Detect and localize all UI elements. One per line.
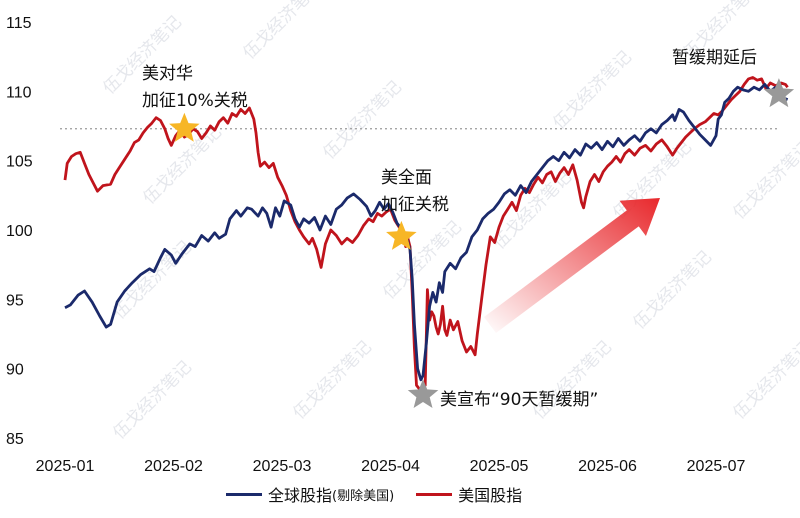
x-tick-label: 2025-06 — [578, 458, 637, 475]
y-tick-label: 110 — [6, 84, 32, 101]
annotation-label: 美全面 — [381, 168, 432, 188]
y-tick-label: 95 — [6, 292, 24, 309]
annotation-star — [169, 112, 200, 142]
trend-arrow-layer — [484, 198, 660, 334]
watermark-text: 伍戈经济笔记 — [109, 357, 195, 443]
series-line-global — [64, 83, 789, 382]
watermark-text: 伍戈经济笔记 — [529, 337, 615, 423]
y-tick-label: 90 — [6, 362, 24, 379]
watermark-text: 伍戈经济笔记 — [729, 137, 800, 223]
x-tick-label: 2025-07 — [687, 458, 746, 475]
x-tick-label: 2025-02 — [144, 458, 203, 475]
x-tick-label: 2025-05 — [470, 458, 529, 475]
annotation-label: 美宣布“90天暂缓期” — [440, 390, 598, 410]
annotation-label: 美对华 — [142, 64, 193, 84]
watermark-text: 伍戈经济笔记 — [239, 0, 325, 64]
watermark-text: 伍戈经济笔记 — [549, 47, 635, 133]
y-tick-label: 100 — [6, 223, 33, 240]
legend-item-us: 美国股指 — [416, 482, 522, 506]
annotation-star — [407, 379, 439, 408]
watermark-text: 伍戈经济笔记 — [729, 337, 800, 423]
legend-item-global: 全球股指 (剔除美国) — [226, 482, 394, 506]
legend-swatch-us — [416, 492, 453, 496]
x-tick-label: 2025-03 — [253, 458, 312, 475]
trend-arrow — [484, 198, 660, 334]
watermark-text: 伍戈经济笔记 — [99, 12, 185, 98]
annotation-star — [763, 78, 795, 108]
watermark-text: 伍戈经济笔记 — [319, 77, 405, 163]
y-tick-label: 115 — [6, 15, 32, 32]
annotation-star — [386, 220, 417, 250]
axis-layer: 85 90 95 100 105 110 115 2025-01 2025-02 2025-03 2… — [6, 15, 745, 475]
x-tick-label: 2025-04 — [361, 458, 420, 475]
annotation-label: 暂缓期延后 — [672, 48, 757, 68]
legend-swatch-global — [226, 492, 262, 496]
watermark-text: 伍戈经济笔记 — [289, 337, 375, 423]
annotation-label: 加征10%关税 — [142, 91, 248, 111]
watermark-text: 伍戈经济笔记 — [629, 247, 715, 333]
legend-label-global-suffix: (剔除美国) — [332, 488, 395, 504]
y-tick-label: 85 — [6, 431, 24, 448]
watermark-text: 伍戈经济笔记 — [109, 237, 195, 323]
legend-label-global: 全球股指 — [268, 486, 333, 505]
watermark-text: 伍戈经济笔记 — [379, 217, 465, 303]
legend-label-us: 美国股指 — [458, 486, 523, 505]
annotation-label: 加征关税 — [381, 195, 449, 215]
y-tick-label: 105 — [6, 154, 33, 171]
x-tick-label: 2025-01 — [36, 458, 95, 475]
legend: 全球股指 (剔除美国) 美国股指 — [226, 482, 544, 506]
